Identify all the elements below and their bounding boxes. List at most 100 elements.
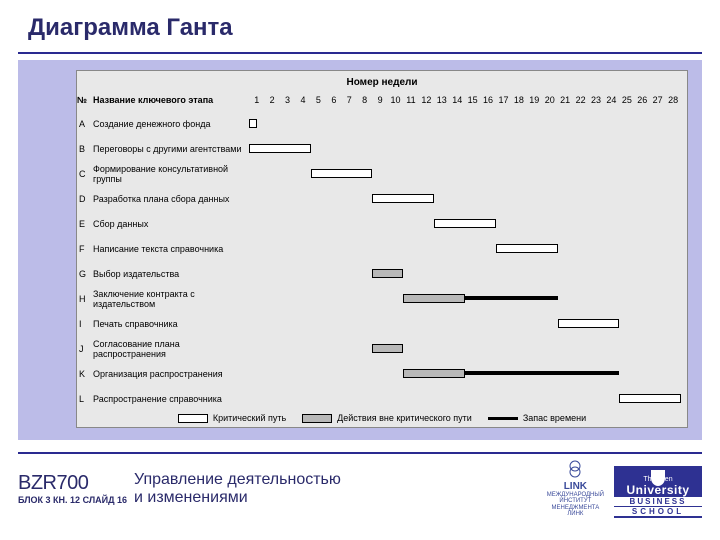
task-bars [249, 186, 681, 211]
legend-label-critical: Критический путь [213, 413, 286, 423]
task-bars [249, 261, 681, 286]
task-bars [249, 211, 681, 236]
week-num: 6 [326, 95, 341, 105]
ou-logo-b2: SCHOOL [614, 507, 702, 516]
footer-subtitle-l1: Управление деятельностью [134, 471, 341, 488]
table-row: KОрганизация распространения [77, 361, 681, 386]
course-sub: БЛОК 3 КН. 12 СЛАЙД 16 [18, 495, 128, 505]
table-row: CФормирование консультативной группы [77, 161, 681, 186]
footer: BZR700 БЛОК 3 КН. 12 СЛАЙД 16 Управление… [0, 452, 720, 540]
week-num: 14 [449, 95, 464, 105]
task-bars [249, 361, 681, 386]
table-row: EСбор данных [77, 211, 681, 236]
task-id: E [77, 219, 93, 229]
col-name-header: Название ключевого этапа [93, 95, 249, 105]
link-icon [561, 460, 589, 478]
slack-bar [465, 296, 558, 300]
task-id: C [77, 169, 93, 179]
week-num: 23 [588, 95, 603, 105]
task-name: Организация распространения [93, 369, 249, 379]
gantt-bar [311, 169, 373, 178]
link-logo-l2: МЕЖДУНАРОДНЫЙ [547, 492, 604, 499]
task-bars [249, 386, 681, 411]
gantt-bar [372, 269, 403, 278]
week-numbers: 1234567891011121314151617181920212223242… [249, 95, 681, 105]
task-id: G [77, 269, 93, 279]
week-num: 19 [527, 95, 542, 105]
logos: LINK МЕЖДУНАРОДНЫЙ ИНСТИТУТ МЕНЕДЖМЕНТА … [547, 460, 702, 518]
week-num: 16 [480, 95, 495, 105]
link-logo-l3: ИНСТИТУТ [547, 498, 604, 505]
task-bars [249, 286, 681, 311]
gantt-bar [403, 294, 465, 303]
task-name: Формирование консультативной группы [93, 164, 249, 184]
week-num: 22 [573, 95, 588, 105]
week-num: 18 [511, 95, 526, 105]
table-row: LРаспространение справочника [77, 386, 681, 411]
week-num: 10 [388, 95, 403, 105]
task-bars [249, 236, 681, 261]
task-id: B [77, 144, 93, 154]
legend-swatch-critical [178, 414, 208, 423]
task-name: Печать справочника [93, 319, 249, 329]
ou-logo: TheOpen University BUSINESS SCHOOL [614, 466, 702, 518]
task-name: Заключение контракта с издательством [93, 289, 249, 309]
table-row: JСогласование плана распространения [77, 336, 681, 361]
gantt-rows: AСоздание денежного фондаBПереговоры с д… [77, 111, 681, 403]
link-logo-title: LINK [547, 481, 604, 492]
task-id: F [77, 244, 93, 254]
task-name: Разработка плана сбора данных [93, 194, 249, 204]
link-logo-l5: ЛИНК [547, 511, 604, 518]
week-num: 17 [496, 95, 511, 105]
table-row: HЗаключение контракта с издательством [77, 286, 681, 311]
week-num: 11 [403, 95, 418, 105]
col-num-header: № [77, 95, 93, 105]
gantt-bar [403, 369, 465, 378]
week-num: 1 [249, 95, 264, 105]
task-name: Распространение справочника [93, 394, 249, 404]
task-name: Создание денежного фонда [93, 119, 249, 129]
gantt-bar [496, 244, 558, 253]
table-row: BПереговоры с другими агентствами [77, 136, 681, 161]
task-id: D [77, 194, 93, 204]
legend-swatch-slack [488, 417, 518, 420]
legend-swatch-noncritical [302, 414, 332, 423]
week-num: 27 [650, 95, 665, 105]
task-bars [249, 336, 681, 361]
slide-title: Диаграмма Ганта [0, 0, 720, 52]
table-row: AСоздание денежного фонда [77, 111, 681, 136]
week-num: 20 [542, 95, 557, 105]
shield-icon [651, 470, 665, 486]
task-name: Переговоры с другими агентствами [93, 144, 249, 154]
gantt-bar [249, 119, 257, 128]
legend-label-noncritical: Действия вне критического пути [337, 413, 472, 423]
task-id: J [77, 344, 93, 354]
table-row: DРазработка плана сбора данных [77, 186, 681, 211]
table-row: IПечать справочника [77, 311, 681, 336]
gantt-bar [434, 219, 496, 228]
task-name: Выбор издательства [93, 269, 249, 279]
footer-subtitle-l2: и изменениями [134, 489, 248, 506]
task-id: K [77, 369, 93, 379]
link-logo-l4: МЕНЕДЖМЕНТА [547, 505, 604, 512]
link-logo: LINK МЕЖДУНАРОДНЫЙ ИНСТИТУТ МЕНЕДЖМЕНТА … [547, 460, 604, 518]
week-num: 21 [557, 95, 572, 105]
chart-header-row: № Название ключевого этапа 1234567891011… [77, 95, 681, 105]
task-id: H [77, 294, 93, 304]
week-num: 3 [280, 95, 295, 105]
gantt-bar [372, 344, 403, 353]
week-num: 5 [311, 95, 326, 105]
week-num: 28 [665, 95, 680, 105]
week-num: 13 [434, 95, 449, 105]
week-num: 9 [372, 95, 387, 105]
course-code: BZR700 [18, 472, 128, 495]
week-num: 15 [465, 95, 480, 105]
week-num: 26 [635, 95, 650, 105]
gantt-bar [558, 319, 620, 328]
chart-panel: Номер недели № Название ключевого этапа … [18, 60, 702, 440]
task-name: Согласование плана распространения [93, 339, 249, 359]
gantt-chart: Номер недели № Название ключевого этапа … [76, 70, 688, 428]
legend-label-slack: Запас времени [523, 413, 586, 423]
table-row: FНаписание текста справочника [77, 236, 681, 261]
task-id: L [77, 394, 93, 404]
